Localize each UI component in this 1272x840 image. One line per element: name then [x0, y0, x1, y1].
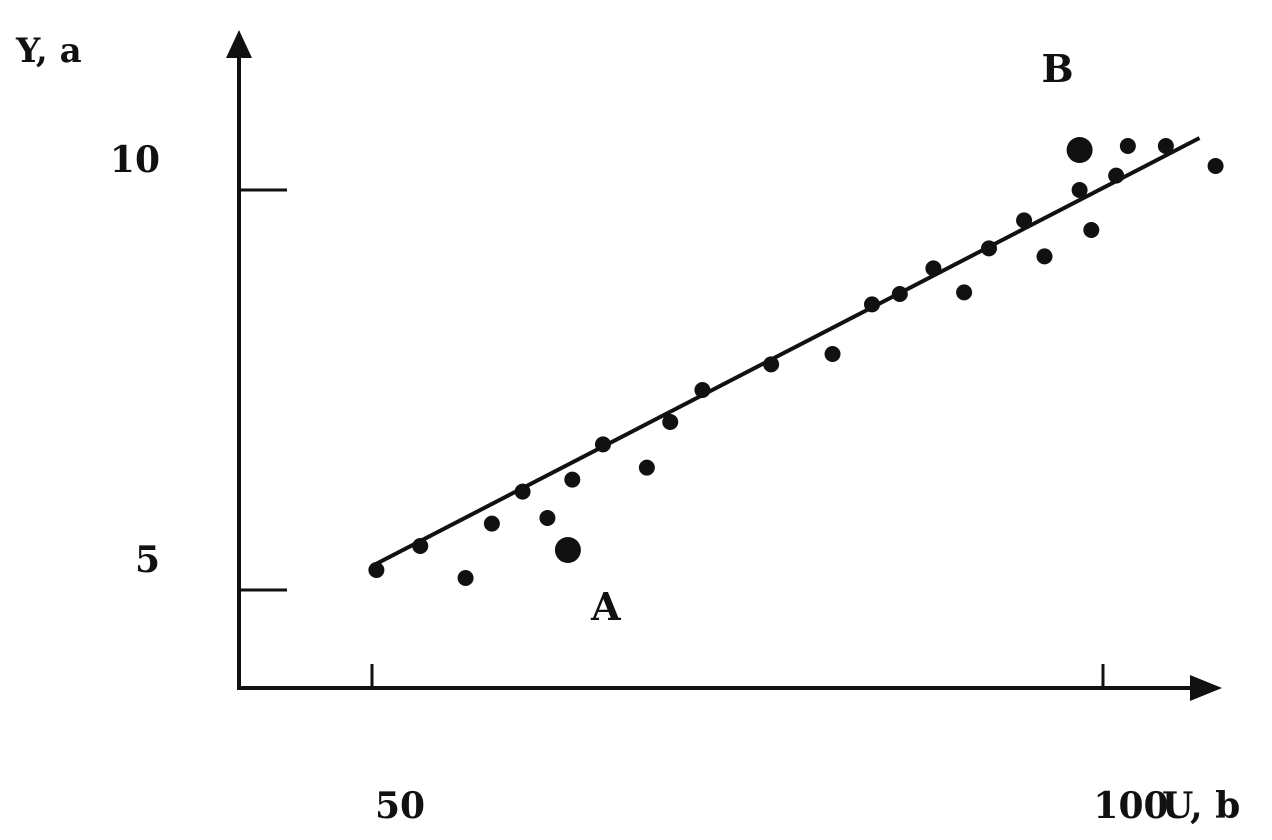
x-tick-label: 50 [375, 785, 425, 827]
data-point [1157, 138, 1174, 154]
y-tick-label: 10 [110, 139, 160, 181]
y-tick-label: 5 [135, 539, 160, 581]
data-point [956, 284, 973, 301]
data-point [864, 296, 881, 313]
data-point [483, 515, 500, 532]
data-point [1036, 248, 1053, 265]
data-point [694, 382, 711, 398]
data-point [1108, 167, 1125, 184]
data-point [1207, 158, 1224, 174]
data-point [824, 346, 841, 362]
y-axis-label: Y, a [15, 31, 82, 71]
highlighted-points: AB [554, 46, 1093, 629]
highlighted-point-a [554, 537, 581, 563]
data-point [539, 510, 556, 526]
data-point [662, 414, 679, 430]
x-axis [237, 675, 1222, 701]
x-axis-arrow [1190, 675, 1222, 701]
data-point [925, 260, 942, 277]
y-axis-arrow [226, 30, 252, 58]
x-axis-label: U, b [1162, 785, 1240, 827]
point-label-a: A [590, 584, 621, 629]
point-label-b: B [1042, 46, 1074, 91]
data-point [457, 570, 474, 586]
data-point [638, 459, 655, 476]
data-point [1083, 222, 1100, 238]
data-point [763, 356, 780, 373]
highlighted-point-b [1066, 137, 1093, 163]
data-point [1016, 212, 1033, 229]
data-points [368, 138, 1224, 586]
data-point [564, 471, 581, 488]
y-axis [226, 30, 252, 688]
data-point [891, 286, 908, 302]
trend-line [371, 136, 1201, 568]
data-point [1119, 138, 1136, 154]
data-point [368, 562, 385, 578]
data-point [594, 436, 611, 453]
x-tick-label: 100 [1093, 785, 1168, 827]
data-point [1071, 182, 1088, 198]
axis-ticks: 50 100 5 10 [110, 139, 1169, 827]
data-point [980, 240, 997, 257]
data-point [514, 483, 531, 500]
data-point [412, 538, 429, 554]
